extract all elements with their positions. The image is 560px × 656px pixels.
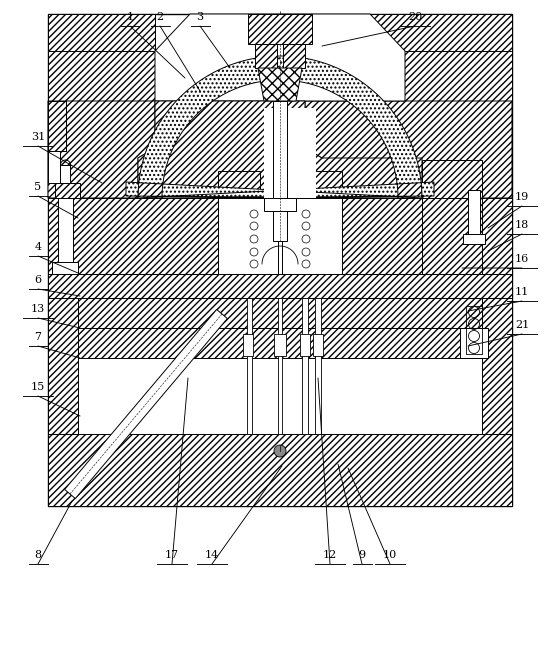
Circle shape (274, 445, 286, 457)
Polygon shape (138, 101, 422, 241)
Text: 20: 20 (408, 12, 422, 22)
Polygon shape (48, 298, 78, 434)
Polygon shape (460, 328, 488, 358)
Text: 17: 17 (165, 550, 179, 560)
Polygon shape (482, 298, 512, 434)
Polygon shape (60, 165, 70, 183)
Polygon shape (422, 160, 482, 198)
Polygon shape (305, 14, 512, 51)
Text: 2: 2 (156, 12, 164, 22)
Text: 13: 13 (31, 304, 45, 314)
Polygon shape (273, 101, 287, 241)
Polygon shape (48, 101, 66, 151)
Text: 31: 31 (31, 132, 45, 142)
Text: 3: 3 (197, 12, 204, 22)
Polygon shape (305, 14, 512, 101)
Polygon shape (155, 14, 405, 101)
Text: 7: 7 (35, 332, 41, 342)
Polygon shape (78, 328, 482, 358)
Polygon shape (415, 101, 512, 121)
Polygon shape (283, 44, 305, 68)
Polygon shape (48, 274, 512, 298)
Text: 11: 11 (515, 287, 529, 297)
Polygon shape (48, 151, 60, 183)
Polygon shape (274, 334, 286, 356)
Text: 4: 4 (34, 242, 41, 252)
Polygon shape (218, 171, 342, 198)
Polygon shape (248, 14, 312, 44)
Text: 6: 6 (34, 275, 41, 285)
Polygon shape (305, 101, 512, 198)
Text: 10: 10 (383, 550, 397, 560)
Polygon shape (48, 198, 512, 274)
Polygon shape (78, 298, 482, 328)
Polygon shape (315, 298, 321, 434)
Polygon shape (64, 310, 227, 499)
Text: 18: 18 (515, 220, 529, 230)
Polygon shape (126, 56, 434, 198)
Text: 19: 19 (515, 192, 529, 202)
Polygon shape (258, 68, 302, 101)
Polygon shape (55, 183, 80, 198)
Text: 8: 8 (34, 550, 41, 560)
Polygon shape (48, 14, 155, 101)
Polygon shape (218, 198, 342, 274)
Text: 5: 5 (34, 182, 41, 192)
Text: 16: 16 (515, 254, 529, 264)
Polygon shape (48, 14, 155, 51)
Text: 12: 12 (323, 550, 337, 560)
Polygon shape (264, 108, 316, 198)
Polygon shape (58, 183, 73, 274)
Polygon shape (468, 190, 480, 238)
Text: 1: 1 (127, 12, 134, 22)
Polygon shape (48, 101, 155, 198)
Polygon shape (48, 434, 512, 506)
Text: 9: 9 (358, 550, 366, 560)
Polygon shape (302, 298, 308, 434)
Polygon shape (247, 298, 252, 434)
Text: 21: 21 (515, 320, 529, 330)
Text: 15: 15 (31, 382, 45, 392)
Polygon shape (300, 334, 310, 356)
Polygon shape (255, 44, 277, 68)
Polygon shape (463, 234, 485, 244)
Polygon shape (264, 198, 296, 211)
Polygon shape (422, 198, 482, 274)
Polygon shape (52, 262, 78, 274)
Polygon shape (48, 101, 105, 121)
Polygon shape (243, 334, 253, 356)
Polygon shape (278, 298, 282, 434)
Polygon shape (313, 334, 323, 356)
Text: 14: 14 (205, 550, 219, 560)
